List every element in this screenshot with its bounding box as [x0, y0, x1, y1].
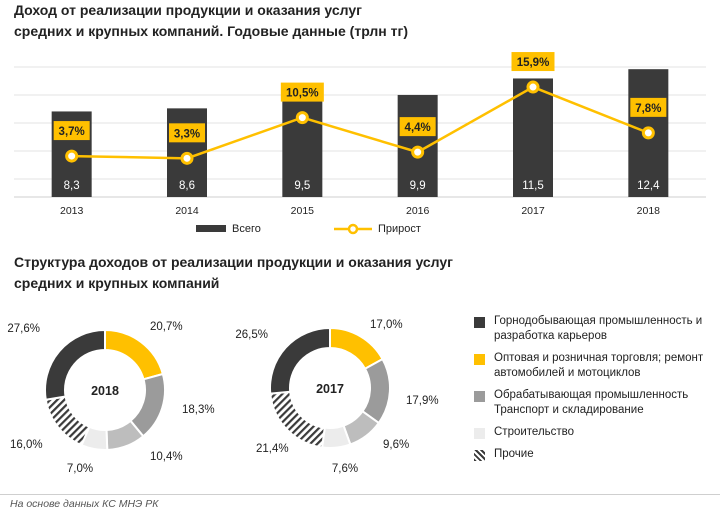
growth-point	[411, 145, 425, 159]
top-chart-title: Доход от реализации продукции и оказания…	[14, 2, 408, 39]
growth-label-box	[399, 117, 436, 137]
bottom-chart-title: Структура доходов от реализации продукци…	[14, 254, 454, 291]
bar-value-label: 8,6	[179, 180, 195, 192]
bar-value-label: 8,3	[64, 180, 80, 192]
x-tick-label: 2013	[60, 205, 84, 217]
growth-label: 4,4%	[405, 122, 431, 134]
donut-slice-label: 17,9%	[406, 395, 439, 407]
donut-slice-label: 26,5%	[235, 329, 268, 341]
growth-label: 10,5%	[286, 88, 319, 100]
legend-label: Прочие	[494, 448, 534, 460]
donut-2017-slice	[269, 326, 331, 395]
donut-slice-label: 27,6%	[7, 323, 40, 335]
legend-swatch	[474, 317, 485, 328]
legend-item: Оптовая и розничная торговля; ремонт авт…	[470, 351, 715, 381]
donut-2018-slice	[104, 328, 165, 381]
donut-2018-slice	[44, 328, 106, 401]
growth-point	[526, 80, 540, 94]
legend-swatch	[474, 391, 485, 402]
donut-slice-label: 20,7%	[150, 321, 183, 333]
footer-divider	[0, 494, 720, 495]
donut-slice-label: 16,0%	[10, 439, 43, 451]
structure-donut-charts: 2018 27,6% 20,7% 18,3% 10,4% 7,0% 16,0% 2017 26,…	[7, 319, 439, 475]
revenue-bar-line-chart: 8,3 2013 8,6 2014 9,5 2015 9,9 2016 11,5 2017 12,4…	[14, 52, 706, 235]
legend-item: Горнодобывающая промышленность и разрабо…	[470, 314, 715, 344]
growth-label-box	[630, 97, 667, 117]
growth-label: 15,9%	[517, 57, 550, 69]
donut-slice-label: 7,6%	[332, 463, 358, 475]
legend-item: Обрабатывающая промышленность Транспорт …	[470, 388, 715, 418]
source-note: На основе данных КС МНЭ РК	[10, 498, 159, 510]
bar-value-label: 9,5	[294, 180, 310, 192]
x-tick-label: 2018	[637, 205, 661, 217]
bar-value-label: 11,5	[522, 180, 544, 192]
legend-label: Оптовая и розничная торговля; ремонт авт…	[494, 352, 704, 379]
donut-slice-label: 18,3%	[182, 404, 215, 416]
legend-label: Строительство	[494, 426, 575, 438]
donut-slice-label: 10,4%	[150, 451, 183, 463]
legend-label-growth: Прирост	[378, 223, 421, 235]
legend-swatch-total	[196, 225, 226, 232]
growth-point	[641, 126, 655, 140]
growth-label-box	[280, 82, 324, 102]
growth-label: 3,7%	[59, 126, 85, 138]
growth-label: 7,8%	[635, 103, 661, 115]
growth-point	[180, 151, 194, 165]
donut-2018-slice	[44, 395, 91, 447]
donut-slice-label: 7,0%	[67, 463, 93, 475]
bar-2017	[513, 78, 553, 197]
growth-label-box	[169, 123, 205, 143]
growth-line	[71, 85, 649, 160]
growth-point	[295, 111, 309, 125]
legend-swatch	[474, 354, 485, 365]
legend-item: Строительство	[470, 425, 715, 440]
legend-label: Горнодобывающая промышленность и разрабо…	[494, 315, 703, 342]
growth-label: 3,3%	[174, 128, 200, 140]
legend-marker-growth	[347, 223, 359, 235]
donut-slice-label: 21,4%	[256, 443, 289, 455]
growth-label-box	[511, 52, 555, 72]
donut-slice-label: 9,6%	[383, 439, 409, 451]
legend-swatch	[474, 428, 485, 439]
x-tick-label: 2016	[406, 205, 430, 217]
donut-center-label: 2017	[316, 382, 344, 396]
growth-point	[65, 149, 79, 163]
legend-label-total: Всего	[232, 223, 261, 235]
structure-legend: Горнодобывающая промышленность и разрабо…	[470, 314, 715, 469]
legend-swatch	[474, 450, 485, 461]
donut-2017-slice	[269, 390, 326, 449]
growth-label-box	[53, 121, 90, 141]
x-tick-label: 2015	[291, 205, 315, 217]
bar-value-label: 12,4	[637, 180, 660, 192]
donut-center-label: 2018	[91, 384, 119, 398]
legend-item: Прочие	[470, 447, 715, 462]
bar-value-label: 9,9	[410, 180, 426, 192]
legend-label: Обрабатывающая промышленность Транспорт …	[494, 389, 689, 416]
x-tick-label: 2014	[175, 205, 199, 217]
x-tick-label: 2017	[521, 205, 545, 217]
donut-slice-label: 17,0%	[370, 319, 403, 331]
